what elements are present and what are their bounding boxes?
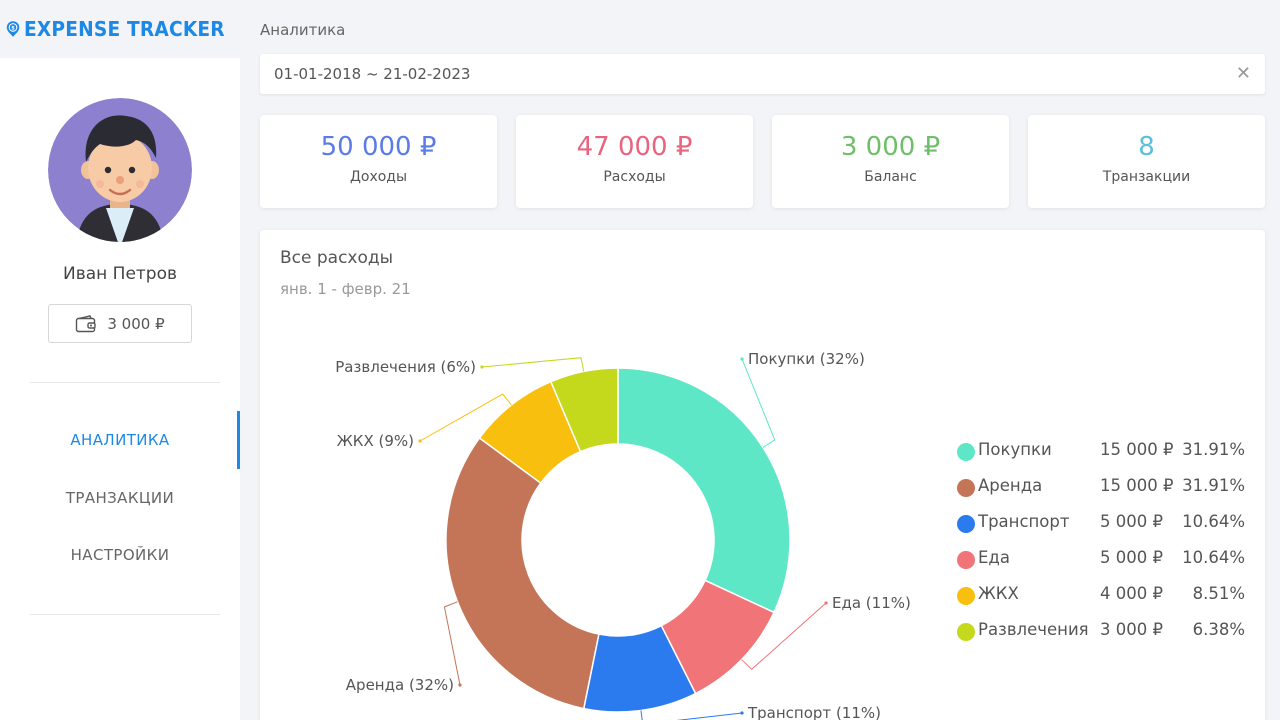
legend-swatch bbox=[957, 551, 975, 569]
expenses-panel: Все расходы янв. 1 - февр. 21 Покупки (3… bbox=[260, 230, 1265, 720]
legend-item[interactable]: Аренда 15 000 ₽ 31.91% bbox=[957, 470, 1257, 506]
stat-value: 8 bbox=[1138, 132, 1155, 162]
wallet-icon bbox=[76, 314, 97, 332]
legend-amount: 4 000 ₽ bbox=[1100, 584, 1163, 603]
legend-item[interactable]: Еда 5 000 ₽ 10.64% bbox=[957, 542, 1257, 578]
legend-amount: 5 000 ₽ bbox=[1100, 548, 1163, 567]
stat-card-expenses: 47 000 ₽ Расходы bbox=[516, 115, 753, 208]
legend-swatch bbox=[957, 515, 975, 533]
slice-leader-dot bbox=[740, 357, 744, 361]
legend-name: Транспорт bbox=[978, 512, 1070, 531]
legend-amount: 15 000 ₽ bbox=[1100, 440, 1174, 459]
app-title: EXPENSE TRACKER bbox=[24, 17, 225, 41]
legend-amount: 3 000 ₽ bbox=[1100, 620, 1163, 639]
legend-swatch bbox=[957, 479, 975, 497]
stat-card-income: 50 000 ₽ Доходы bbox=[260, 115, 497, 208]
slice-leader-dot bbox=[480, 365, 484, 369]
stat-card-balance: 3 000 ₽ Баланс bbox=[772, 115, 1009, 208]
nav-item-transactions[interactable]: ТРАНЗАКЦИИ bbox=[0, 469, 240, 527]
legend-item[interactable]: Транспорт 5 000 ₽ 10.64% bbox=[957, 506, 1257, 542]
donut-slice[interactable] bbox=[549, 367, 619, 453]
legend-name: Покупки bbox=[978, 440, 1052, 459]
sidebar: $ EXPENSE TRACKER bbox=[0, 0, 240, 720]
legend-percent: 6.38% bbox=[1192, 620, 1245, 639]
breadcrumb: Аналитика bbox=[260, 21, 346, 39]
legend-item[interactable]: Покупки 15 000 ₽ 31.91% bbox=[957, 434, 1257, 470]
sidebar-divider bbox=[30, 614, 220, 615]
legend-percent: 10.64% bbox=[1182, 548, 1245, 567]
stat-label: Доходы bbox=[349, 169, 408, 185]
stat-label: Расходы bbox=[603, 169, 666, 185]
stat-label: Баланс bbox=[864, 169, 917, 185]
stat-value: 50 000 ₽ bbox=[320, 132, 437, 162]
slice-leader-dot bbox=[458, 683, 462, 687]
legend-item[interactable]: Развлечения 3 000 ₽ 6.38% bbox=[957, 614, 1257, 650]
svg-text:$: $ bbox=[11, 25, 15, 31]
panel-title: Все расходы bbox=[280, 248, 394, 268]
legend-swatch bbox=[957, 587, 975, 605]
legend-percent: 8.51% bbox=[1192, 584, 1245, 603]
stat-card-transactions: 8 Транзакции bbox=[1028, 115, 1265, 208]
slice-label: Покупки (32%) bbox=[748, 350, 865, 368]
nav-item-label: АНАЛИТИКА bbox=[70, 431, 170, 449]
legend-item[interactable]: ЖКХ 4 000 ₽ 8.51% bbox=[957, 578, 1257, 614]
slice-label: Развлечения (6%) bbox=[335, 358, 476, 376]
donut-slice[interactable] bbox=[617, 367, 791, 614]
slice-label: Аренда (32%) bbox=[346, 676, 454, 694]
slice-leader-line bbox=[640, 710, 743, 720]
legend-name: Еда bbox=[978, 548, 1010, 567]
slice-leader-line bbox=[481, 357, 585, 372]
donut-chart: Покупки (32%) Еда (11%) Транспорт (11%) Аре… bbox=[335, 350, 911, 720]
wallet-balance-button[interactable]: 3 000 ₽ bbox=[48, 304, 192, 343]
legend-amount: 5 000 ₽ bbox=[1100, 512, 1163, 531]
slice-leader-line bbox=[443, 601, 461, 686]
legend-percent: 31.91% bbox=[1182, 440, 1245, 459]
nav-item-label: ТРАНЗАКЦИИ bbox=[65, 489, 175, 507]
stat-value: 47 000 ₽ bbox=[576, 132, 693, 162]
dollar-pin-icon: $ bbox=[6, 21, 20, 37]
legend-name: Аренда bbox=[978, 476, 1043, 495]
slice-leader-line bbox=[741, 358, 776, 448]
close-icon[interactable]: ✕ bbox=[1235, 63, 1251, 84]
user-name: Иван Петров bbox=[62, 264, 178, 284]
legend-name: ЖКХ bbox=[978, 584, 1019, 603]
wallet-balance: 3 000 ₽ bbox=[107, 314, 165, 333]
legend-swatch bbox=[957, 443, 975, 461]
legend-name: Развлечения bbox=[978, 620, 1089, 639]
nav-item-analytics[interactable]: АНАЛИТИКА bbox=[0, 411, 240, 469]
slice-leader-line bbox=[741, 602, 827, 670]
slice-label: Еда (11%) bbox=[832, 594, 911, 612]
user-avatar-icon bbox=[48, 98, 192, 242]
nav-active-indicator bbox=[237, 411, 240, 469]
sidebar-divider bbox=[30, 382, 220, 383]
slice-leader-dot bbox=[824, 601, 828, 605]
slice-label: ЖКХ (9%) bbox=[337, 432, 414, 450]
slice-leader-line bbox=[419, 393, 512, 442]
slice-leader-dot bbox=[740, 711, 744, 715]
stat-value: 3 000 ₽ bbox=[840, 132, 941, 162]
stat-label: Транзакции bbox=[1102, 169, 1191, 185]
panel-subtitle: янв. 1 - февр. 21 bbox=[280, 280, 411, 298]
nav-item-settings[interactable]: НАСТРОЙКИ bbox=[0, 526, 240, 584]
logo-bar[interactable]: $ EXPENSE TRACKER bbox=[0, 0, 240, 58]
avatar bbox=[48, 98, 192, 242]
slice-leader-dot bbox=[418, 439, 422, 443]
donut-slice[interactable] bbox=[445, 436, 600, 710]
date-range-picker[interactable]: 01-01-2018 ~ 21-02-2023 ✕ bbox=[260, 54, 1265, 94]
legend-swatch bbox=[957, 623, 975, 641]
legend-amount: 15 000 ₽ bbox=[1100, 476, 1174, 495]
slice-label: Транспорт (11%) bbox=[747, 704, 881, 720]
legend-percent: 31.91% bbox=[1182, 476, 1245, 495]
legend-percent: 10.64% bbox=[1182, 512, 1245, 531]
nav-item-label: НАСТРОЙКИ bbox=[70, 546, 170, 564]
date-range-value: 01-01-2018 ~ 21-02-2023 bbox=[274, 65, 471, 83]
